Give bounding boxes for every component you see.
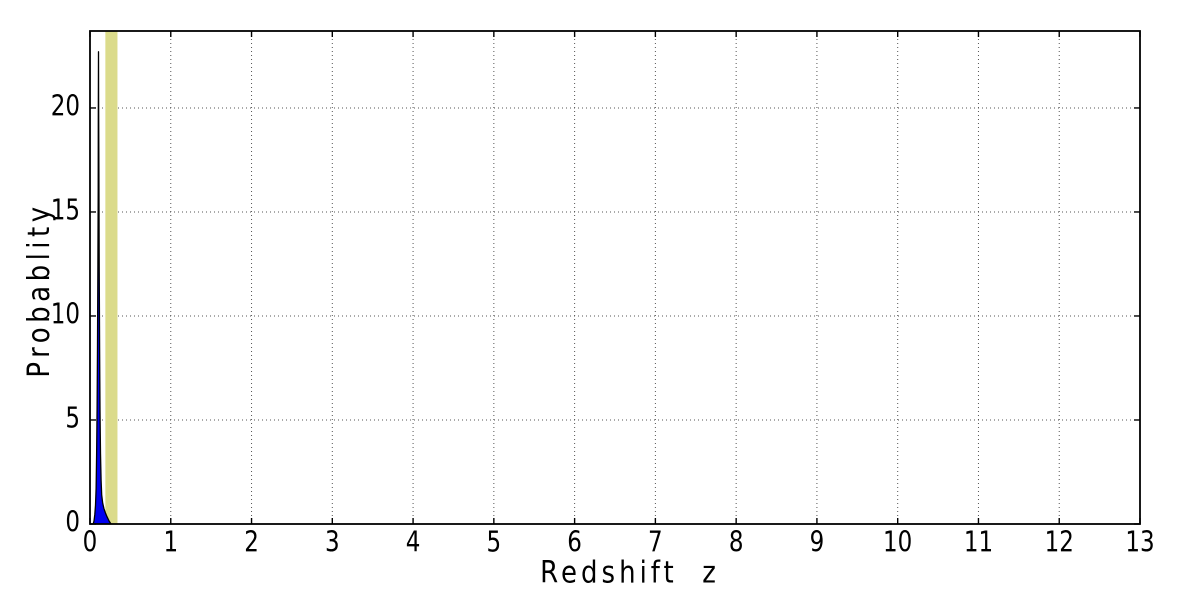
x-tick-label: 13 — [1125, 527, 1155, 559]
x-tick-label: 7 — [648, 527, 663, 559]
x-tick-label: 11 — [963, 527, 994, 559]
x-tick-label: 3 — [324, 527, 340, 559]
y-tick-label: 0 — [65, 507, 80, 539]
x-tick-label: 2 — [244, 527, 259, 559]
x-tick-label: 8 — [728, 527, 744, 559]
x-axis-label: Redshift z — [540, 556, 720, 591]
y-tick-label: 10 — [50, 298, 80, 331]
x-tick-label: 9 — [809, 527, 825, 559]
y-tick-label: 20 — [50, 90, 80, 123]
x-tick-label: 4 — [405, 527, 421, 559]
y-axis-label: Probablity — [22, 202, 58, 378]
x-tick-label: 12 — [1044, 527, 1074, 559]
highlight-band — [105, 31, 118, 524]
x-tick-label: 10 — [883, 527, 913, 559]
x-tick-label: 0 — [82, 527, 98, 559]
plot-border — [89, 30, 1141, 525]
pdf-curve-line — [92, 51, 112, 525]
x-tick-label: 1 — [163, 527, 179, 559]
y-tick-label: 15 — [50, 194, 80, 227]
y-tick-label: 5 — [65, 403, 80, 435]
x-tick-label: 6 — [567, 527, 582, 559]
x-tick-label: 5 — [486, 527, 502, 559]
